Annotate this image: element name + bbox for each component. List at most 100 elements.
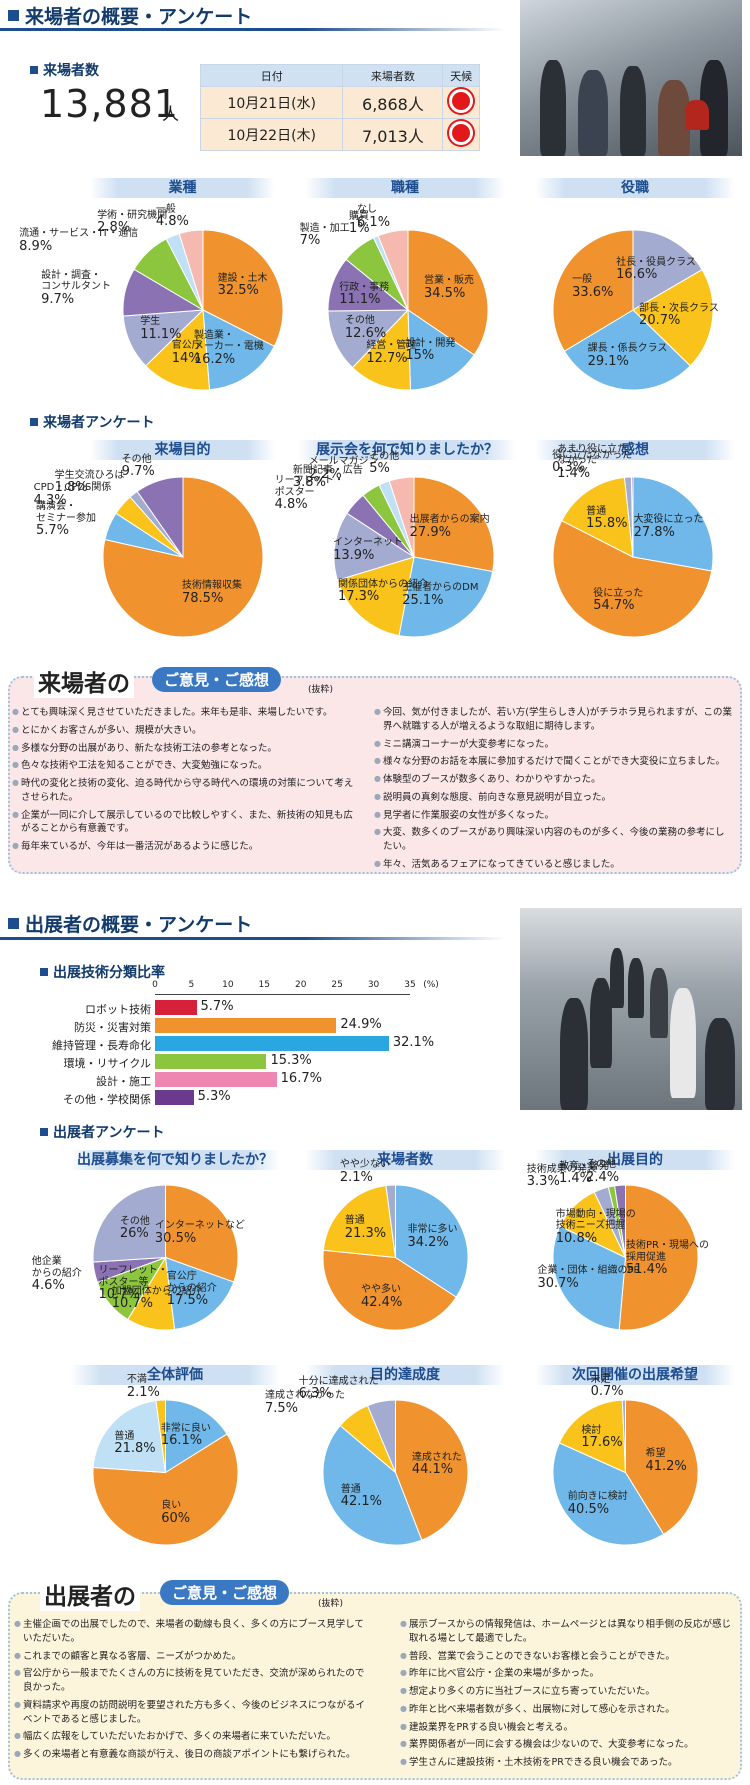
pie-label: 非常に良い 16.1% — [161, 1423, 211, 1449]
pie-chart-next — [552, 1399, 699, 1546]
pie-label: 経営・管理 12.7% — [366, 340, 416, 366]
visitor-total: 13,881 — [40, 82, 179, 126]
pie-label: 社長・役員クラス 16.6% — [616, 257, 696, 283]
bar-category-label: ロボット技術 — [85, 1003, 151, 1016]
pie-label-value: 41.2% — [645, 1458, 687, 1474]
visitor-section-title: 来場者の概要・アンケート — [8, 2, 252, 28]
bar-value-label: 24.9% — [340, 1017, 382, 1032]
pie-label-name: 経営・管理 — [366, 340, 417, 352]
pie-slice — [632, 476, 714, 572]
pie-label-name: インターネットなど — [154, 1220, 245, 1232]
chart-title-exhibit-purpose: 出展目的 — [535, 1150, 735, 1170]
pie-slice — [322, 1185, 397, 1259]
opinion-item: 説明員の真剣な態度、前向きな意見説明が目立った。 — [374, 791, 734, 805]
opinion-item: ミニ講演コーナーが大変参考になった。 — [374, 738, 734, 752]
opinion-item: 多くの来場者と有意義な商談が行え、後日の商談アポイントにも繋げられた。 — [14, 1748, 372, 1762]
pie-label: 不満 2.1% — [127, 1374, 160, 1400]
pie-label-name: 購買 — [348, 210, 369, 222]
pie-label-name: 設計・調査・ — [41, 269, 102, 281]
bar-axis — [155, 994, 410, 995]
pie-label: インターネット 13.9% — [333, 537, 403, 563]
square-bullet-icon — [40, 1128, 48, 1136]
pie-label-name: 検討 — [581, 1424, 602, 1436]
pie-label-name: 製造業・ — [193, 329, 234, 341]
pie-label-name: 未定 — [590, 1373, 611, 1385]
pie-slice — [165, 1399, 228, 1474]
pie-label-name: 採用促進 — [626, 1251, 666, 1263]
pie-label-name: 十分に達成された — [298, 1375, 379, 1387]
pie-label-value: 1.4% — [558, 1171, 592, 1187]
pie-label-name: メーカー・電機 — [193, 341, 264, 353]
chart-title-recruit: 出展募集を何で知りましたか？ — [70, 1150, 280, 1170]
pie-label-value: 6.1% — [357, 214, 391, 230]
pie-label: 学術・研究機関 2.8% — [97, 210, 167, 236]
opinion-item: 大変、数多くのブースがあり興味深い内容のものが多く、今後の業務の参考にしたい。 — [374, 826, 734, 854]
visitor-opinions-right: 今回、気が付きましたが、若い方(学生らしき人)がチラホラ見られますが、この業界へ… — [374, 706, 734, 876]
opinion-item: 時代の変化と技術の変化、迫る時代から守る時代への環境の対策について考えさせられた… — [12, 777, 362, 805]
pie-label-value: 60% — [161, 1510, 191, 1526]
pie-label-name: 普通 — [340, 1483, 361, 1495]
pie-chart-job — [327, 229, 489, 391]
pie-slice — [145, 308, 211, 391]
pie-label-name: あまり役に立た — [557, 443, 628, 455]
pie-label: 行政・事務 11.1% — [339, 282, 389, 308]
pie-label-value: 16.2% — [193, 351, 236, 367]
pie-label-value: 4.8% — [155, 214, 189, 230]
chart-title-purpose: 来場目的 — [90, 440, 275, 460]
pie-slice — [351, 308, 412, 391]
pie-label-name: リーフレット・ — [274, 475, 344, 487]
pie-label-name: ポスター — [274, 486, 315, 498]
pie-slice — [621, 1399, 626, 1473]
opinion-item: 展示ブースからの情報発信は、ホームページとは異なり相手側の反応が感じ取れる場とし… — [400, 1618, 736, 1646]
exhibitor-opinions-right: 展示ブースからの情報発信は、ホームページとは異なり相手側の反応が感じ取れる場とし… — [400, 1618, 736, 1774]
pie-label: その他 12.6% — [345, 315, 386, 341]
bar-value-label: 32.1% — [392, 1035, 435, 1050]
pie-label-value: 21.8% — [114, 1441, 156, 1457]
chart-title-job: 職種 — [305, 178, 505, 198]
bar — [155, 1036, 389, 1051]
pie-label: 学生交流ひろば 1.8% — [55, 470, 125, 496]
opinion-item: 体験型のブースが数多くあり、わかりやすかった。 — [374, 773, 734, 787]
pie-label-value: 3.8% — [292, 475, 326, 491]
pie-slice — [632, 269, 714, 367]
pie-label-value: 7% — [299, 233, 321, 249]
opinion-item: 昨年に比べ官公庁・企業の来場が多かった。 — [400, 1667, 736, 1681]
pie-label-name: CPD・CPDS関係 — [33, 482, 112, 494]
pie-slice — [136, 476, 184, 559]
attendance-table: 日付 来場者数 天候 10月21日(水) 6,868人 10月22日(木) 7,013人 — [199, 64, 480, 151]
visitor-opinions-left: とても興味深く見させていただきました。来年も是非、来場したいです。とにかくお客さ… — [12, 706, 362, 858]
pie-label: 主催者からのDM 25.1% — [402, 582, 478, 608]
pie-label-value: 40.5% — [567, 1501, 610, 1517]
pie-label-name: 普通 — [586, 505, 607, 517]
pie-label-name: 普通 — [344, 1215, 365, 1227]
pie-label-name: 官公庁 — [166, 1271, 197, 1283]
pie-label-name: なし — [357, 204, 378, 216]
pie-label-name: 技術ニーズ把握 — [555, 1220, 626, 1232]
pie-label: 官公庁 からの紹介 17.5% — [167, 1271, 217, 1309]
opinion-item: 普段、営業で会うことのできないお客様と会うことができた。 — [400, 1650, 736, 1664]
pie-label: 新聞記事・広告 3.8% — [293, 465, 363, 491]
pie-label: 営業・販売 34.5% — [424, 275, 474, 301]
opinion-item: 官公庁から一般までたくさんの方に技術を見ていただき、交流が深められたので良かった… — [14, 1667, 372, 1695]
chart-title-overall: 全体評価 — [70, 1365, 280, 1385]
pie-slice — [202, 229, 284, 347]
pie-label-value: 16.6% — [616, 267, 658, 283]
pie-label: やや少ない 2.1% — [340, 1159, 390, 1185]
bar — [155, 1090, 194, 1105]
pie-label: 製造業・ メーカー・電機 16.2% — [194, 330, 264, 368]
sunny-icon — [452, 123, 471, 142]
pie-label: 普通 21.8% — [114, 1431, 155, 1457]
pie-label-name: 講演会・ — [36, 501, 76, 513]
table-row: 10月22日(木) 7,013人 — [199, 118, 480, 151]
pie-label: 部長・次長クラス 20.7% — [639, 303, 719, 329]
opinion-item: 見学者に作業服姿の女性が多くなった。 — [374, 809, 734, 823]
bar-tick-label: 10 — [222, 980, 234, 990]
pie-label: 流通・サービス・IT・通信 8.9% — [19, 228, 138, 254]
pie-label-value: 5% — [369, 461, 390, 477]
pie-slice — [552, 229, 634, 352]
opinions-note: (抜粋) — [318, 1599, 344, 1609]
pie-label-name: 流通・サービス・IT・通信 — [19, 228, 139, 240]
opinion-item: 幅広く広報をしていただいたおかげで、多くの来場者に来ていただいた。 — [14, 1730, 372, 1744]
chart-title-impression: 感想 — [535, 440, 735, 460]
